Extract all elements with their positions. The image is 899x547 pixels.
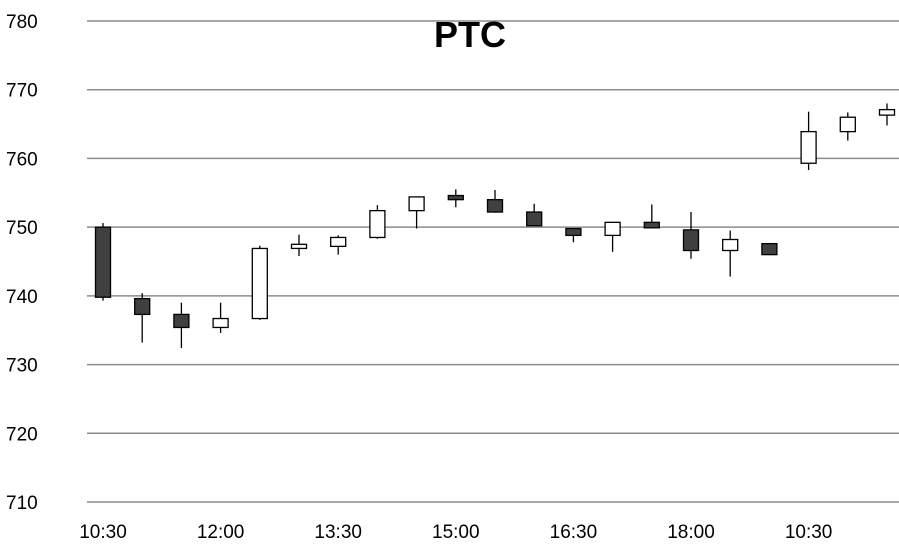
candle-body-up (330, 236, 347, 248)
candle (290, 234, 308, 257)
candle (173, 302, 190, 349)
candle (212, 302, 229, 333)
x-tick-label: 10:30 (79, 522, 127, 543)
candles (94, 103, 896, 349)
y-tick-label: 730 (6, 356, 38, 377)
candle (878, 103, 896, 126)
x-tick-label: 10:30 (785, 522, 833, 543)
candle-body-up (212, 317, 229, 329)
candle-body-down (94, 226, 112, 298)
candle-body-down (134, 297, 151, 316)
candle (604, 221, 621, 252)
candle (134, 293, 151, 343)
candle-body-up (369, 210, 386, 239)
candle-body-down (447, 194, 464, 201)
candle-body-up (800, 130, 817, 164)
candle (526, 203, 543, 227)
candle (643, 204, 660, 229)
y-tick-label: 720 (6, 424, 38, 445)
x-tick-label: 15:00 (432, 522, 480, 543)
candle-body-down (682, 229, 700, 252)
x-tick-label: 18:00 (667, 522, 715, 543)
candle (408, 196, 425, 229)
candle (800, 111, 817, 171)
candle-body-up (839, 116, 856, 133)
candle-body-down (565, 227, 582, 237)
candle (251, 245, 268, 320)
x-tick-label: 16:30 (550, 522, 598, 543)
y-tick-label: 780 (6, 12, 38, 33)
candle-body-up (722, 238, 739, 252)
candle-body-up (604, 221, 621, 237)
candle (369, 205, 386, 239)
y-axis-labels: 710 720 730 740 750 760 770 780 (6, 12, 38, 514)
gridlines (87, 20, 899, 503)
candle (94, 223, 112, 301)
x-tick-label: 13:30 (314, 522, 362, 543)
candle (330, 235, 347, 255)
candle-body-down (173, 313, 190, 329)
candle-body-down (486, 199, 504, 213)
y-tick-label: 740 (6, 287, 38, 308)
candle (447, 189, 464, 208)
candle-body-up (878, 108, 896, 116)
candle (565, 227, 582, 243)
x-axis-labels: 10:30 12:00 13:30 15:00 16:30 18:00 10:30 (79, 522, 832, 543)
candle-body-up (251, 247, 268, 320)
y-tick-label: 760 (6, 149, 38, 170)
y-tick-label: 710 (6, 493, 38, 514)
y-tick-label: 750 (6, 218, 38, 239)
x-tick-label: 12:00 (197, 522, 245, 543)
y-tick-label: 770 (6, 81, 38, 102)
candle (486, 190, 504, 213)
candle (682, 212, 700, 259)
candle (722, 230, 739, 277)
candle (761, 242, 778, 256)
candle-body-up (408, 196, 425, 212)
candle-body-down (526, 211, 543, 227)
candle-body-down (761, 242, 778, 256)
candle-body-down (643, 221, 660, 229)
chart-title: PTC (434, 14, 506, 55)
candle-body-up (290, 243, 308, 250)
candle (839, 112, 856, 141)
